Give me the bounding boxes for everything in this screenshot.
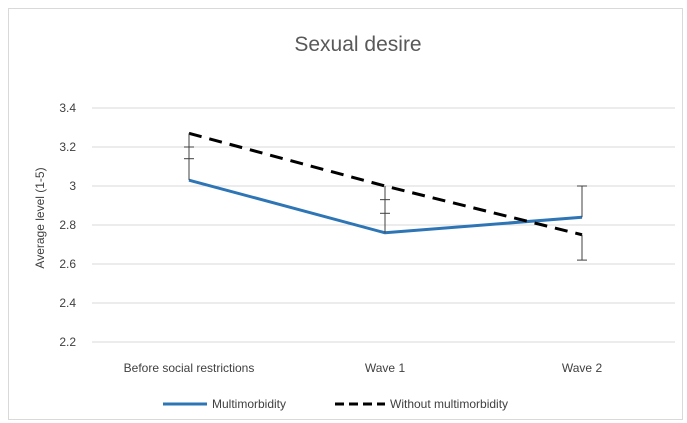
y-axis-title: Average level (1-5) — [33, 167, 47, 268]
y-tick-label: 2.6 — [59, 257, 76, 271]
x-tick-label: Wave 2 — [562, 361, 603, 375]
y-tick-label: 3.4 — [59, 101, 76, 115]
y-tick-label: 2.4 — [59, 296, 76, 310]
legend-label-multimorbidity: Multimorbidity — [212, 397, 286, 411]
x-tick-label: Before social restrictions — [124, 361, 255, 375]
y-tick-label: 2.2 — [59, 335, 76, 349]
chart-frame — [8, 8, 683, 420]
series-line-without-multimorbidity — [188, 131, 583, 237]
x-tick-label: Wave 1 — [365, 361, 406, 375]
error-bars — [184, 133, 587, 261]
y-tick-labels: 2.2 2.4 2.6 2.8 3 3.2 3.4 — [59, 101, 76, 349]
legend: Multimorbidity Without multimorbidity — [163, 397, 508, 411]
x-tick-labels: Before social restrictions Wave 1 Wave 2 — [124, 361, 603, 375]
y-tick-label: 2.8 — [59, 218, 76, 232]
y-tick-label: 3 — [69, 179, 76, 193]
gridlines — [92, 107, 675, 343]
chart-title: Sexual desire — [294, 33, 421, 56]
legend-label-without-multimorbidity: Without multimorbidity — [390, 397, 508, 411]
y-tick-label: 3.2 — [59, 140, 76, 154]
